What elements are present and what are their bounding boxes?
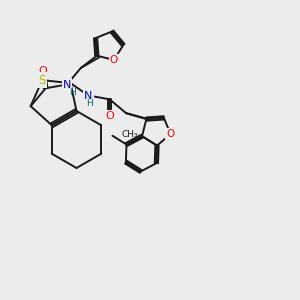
Text: O: O xyxy=(167,129,175,139)
Text: H: H xyxy=(86,99,93,108)
Text: N: N xyxy=(63,80,71,89)
Text: N: N xyxy=(84,91,92,100)
Text: O: O xyxy=(110,55,118,65)
Text: CH₃: CH₃ xyxy=(122,130,138,139)
Text: S: S xyxy=(38,74,46,87)
Text: O: O xyxy=(105,111,114,121)
Text: H: H xyxy=(69,88,75,97)
Text: O: O xyxy=(38,65,47,76)
